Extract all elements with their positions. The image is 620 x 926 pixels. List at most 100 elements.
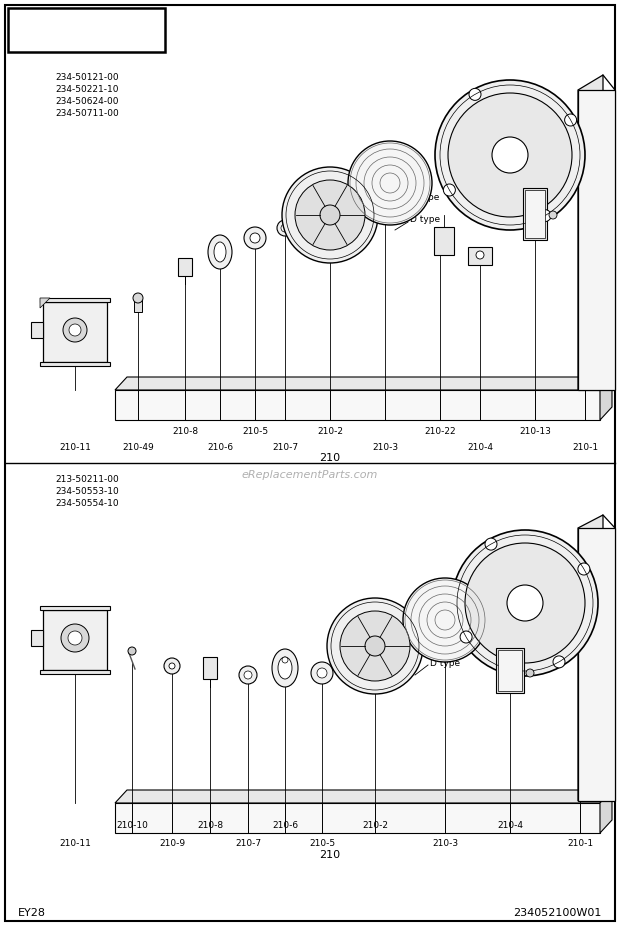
- Circle shape: [492, 137, 528, 173]
- Circle shape: [485, 538, 497, 550]
- Ellipse shape: [278, 657, 292, 679]
- Circle shape: [68, 631, 82, 645]
- Text: 234-50221-10: 234-50221-10: [55, 84, 118, 94]
- Text: 210: 210: [319, 850, 340, 860]
- Circle shape: [460, 631, 472, 643]
- Text: 234-50553-10: 234-50553-10: [55, 487, 119, 496]
- Polygon shape: [115, 390, 600, 420]
- Polygon shape: [115, 377, 612, 390]
- Text: 210-3: 210-3: [372, 443, 398, 452]
- Text: 210-6: 210-6: [207, 443, 233, 452]
- Polygon shape: [8, 8, 165, 52]
- Circle shape: [169, 663, 175, 669]
- Circle shape: [565, 114, 577, 126]
- Ellipse shape: [214, 242, 226, 262]
- Circle shape: [465, 543, 585, 663]
- Polygon shape: [203, 657, 217, 679]
- Circle shape: [282, 657, 288, 663]
- Text: 234-50624-00: 234-50624-00: [55, 96, 118, 106]
- Text: B type: B type: [410, 194, 440, 203]
- Text: eReplacementParts.com: eReplacementParts.com: [242, 470, 378, 480]
- Text: B type: B type: [430, 636, 459, 645]
- Circle shape: [549, 211, 557, 219]
- Polygon shape: [525, 190, 545, 238]
- Polygon shape: [578, 75, 603, 390]
- Polygon shape: [434, 227, 454, 255]
- Circle shape: [61, 624, 89, 652]
- Circle shape: [239, 666, 257, 684]
- Circle shape: [539, 209, 551, 221]
- Circle shape: [244, 227, 266, 249]
- Text: 210-3: 210-3: [432, 839, 458, 847]
- Circle shape: [578, 563, 590, 575]
- Polygon shape: [40, 362, 110, 366]
- Polygon shape: [178, 258, 192, 276]
- Text: 210-1: 210-1: [572, 443, 598, 452]
- Text: 210-8: 210-8: [172, 428, 198, 436]
- Text: 210-10: 210-10: [116, 820, 148, 830]
- Circle shape: [295, 180, 365, 250]
- Text: EY28: EY28: [18, 908, 46, 918]
- Circle shape: [69, 324, 81, 336]
- Text: 234-50711-00: 234-50711-00: [55, 108, 119, 118]
- Circle shape: [443, 184, 455, 196]
- Circle shape: [244, 671, 252, 679]
- Text: FIG. 521: FIG. 521: [21, 16, 151, 44]
- Circle shape: [526, 669, 534, 677]
- Polygon shape: [578, 515, 603, 801]
- Circle shape: [435, 80, 585, 230]
- Text: 210-2: 210-2: [317, 428, 343, 436]
- Circle shape: [365, 636, 385, 656]
- Circle shape: [250, 233, 260, 243]
- Ellipse shape: [208, 235, 232, 269]
- Circle shape: [340, 611, 410, 681]
- Text: 210-22: 210-22: [424, 428, 456, 436]
- Circle shape: [277, 220, 293, 236]
- Polygon shape: [40, 298, 50, 308]
- Polygon shape: [115, 790, 612, 803]
- Circle shape: [317, 668, 327, 678]
- Text: 210: 210: [319, 453, 340, 463]
- Text: 210-6: 210-6: [272, 820, 298, 830]
- Text: 210-7: 210-7: [235, 839, 261, 847]
- Circle shape: [448, 93, 572, 217]
- Circle shape: [281, 224, 289, 232]
- Ellipse shape: [272, 649, 298, 687]
- Text: 210-5: 210-5: [309, 839, 335, 847]
- Polygon shape: [468, 247, 492, 265]
- Circle shape: [320, 205, 340, 225]
- Polygon shape: [578, 528, 615, 801]
- Polygon shape: [600, 790, 612, 833]
- Polygon shape: [115, 803, 600, 833]
- Text: 213-50211-00: 213-50211-00: [55, 475, 119, 484]
- Polygon shape: [40, 670, 110, 674]
- Circle shape: [164, 658, 180, 674]
- Circle shape: [507, 585, 543, 621]
- Text: D type: D type: [430, 658, 460, 668]
- Circle shape: [469, 88, 481, 100]
- Text: 210-11: 210-11: [59, 443, 91, 452]
- Circle shape: [452, 530, 598, 676]
- Circle shape: [133, 293, 143, 303]
- Circle shape: [63, 318, 87, 342]
- Text: 210-5: 210-5: [242, 428, 268, 436]
- Text: 234-50121-00: 234-50121-00: [55, 72, 118, 81]
- Text: 210-8: 210-8: [197, 820, 223, 830]
- Circle shape: [128, 647, 136, 655]
- Polygon shape: [31, 322, 43, 338]
- Text: 234052100W01: 234052100W01: [513, 908, 602, 918]
- Polygon shape: [496, 648, 524, 693]
- Circle shape: [348, 141, 432, 225]
- Circle shape: [476, 251, 484, 259]
- Polygon shape: [578, 90, 615, 390]
- Polygon shape: [523, 188, 547, 240]
- Circle shape: [327, 598, 423, 694]
- Polygon shape: [43, 302, 107, 362]
- Text: 210-13: 210-13: [519, 428, 551, 436]
- Circle shape: [282, 167, 378, 263]
- Text: 210-4: 210-4: [467, 443, 493, 452]
- Polygon shape: [600, 377, 612, 420]
- Text: 210-4: 210-4: [497, 820, 523, 830]
- Polygon shape: [43, 610, 107, 670]
- Polygon shape: [498, 650, 522, 691]
